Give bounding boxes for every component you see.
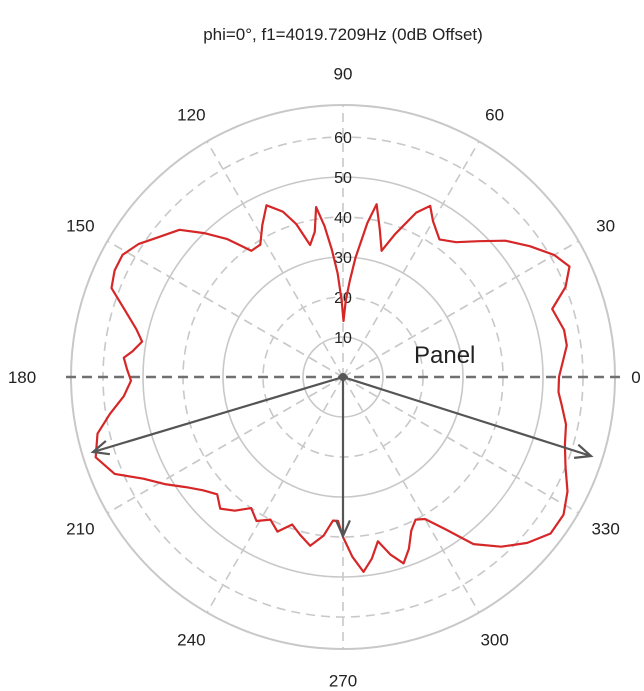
angle-tick-label: 60	[485, 105, 504, 124]
arrow-head	[573, 443, 594, 459]
radial-tick-label: 40	[334, 210, 352, 227]
radial-tick-label: 50	[334, 170, 352, 187]
arrow-head	[90, 440, 111, 456]
arrow-shaft	[342, 375, 592, 458]
arrow-head	[335, 520, 351, 539]
radial-tick-label: 10	[334, 330, 352, 347]
arrows	[90, 373, 594, 539]
arrow-shaft	[92, 375, 344, 454]
radial-tick-label: 30	[334, 250, 352, 267]
angle-spoke	[342, 141, 480, 378]
angle-tick-label: 90	[334, 65, 353, 84]
angle-spoke	[107, 240, 344, 378]
angle-tick-labels: 0 30 60 90 120 150 180 210 240 270 300 330	[8, 65, 641, 691]
angle-tick-label: 300	[480, 631, 508, 650]
angle-spoke	[342, 376, 480, 613]
angle-tick-label: 330	[591, 520, 619, 539]
angle-tick-label: 0	[631, 368, 640, 387]
data-series	[94, 203, 571, 573]
angle-tick-label: 30	[596, 216, 615, 235]
angle-tick-label: 210	[66, 520, 94, 539]
angle-tick-label: 150	[66, 216, 94, 235]
angle-spoke	[342, 240, 579, 378]
chart-title: phi=0°, f1=4019.7209Hz (0dB Offset)	[203, 25, 483, 44]
angle-tick-label: 270	[329, 671, 357, 690]
angle-spoke	[107, 376, 344, 514]
angle-spoke	[342, 376, 579, 514]
grid	[66, 104, 620, 650]
angle-spoke	[206, 376, 344, 613]
panel-annotation: Panel	[414, 342, 475, 369]
angle-tick-label: 120	[177, 105, 205, 124]
angle-spoke	[206, 141, 344, 378]
center-point	[339, 373, 347, 381]
angle-tick-label: 180	[8, 368, 36, 387]
radial-tick-label: 60	[334, 130, 352, 147]
series-line	[94, 203, 571, 573]
angle-tick-label: 240	[177, 631, 205, 650]
